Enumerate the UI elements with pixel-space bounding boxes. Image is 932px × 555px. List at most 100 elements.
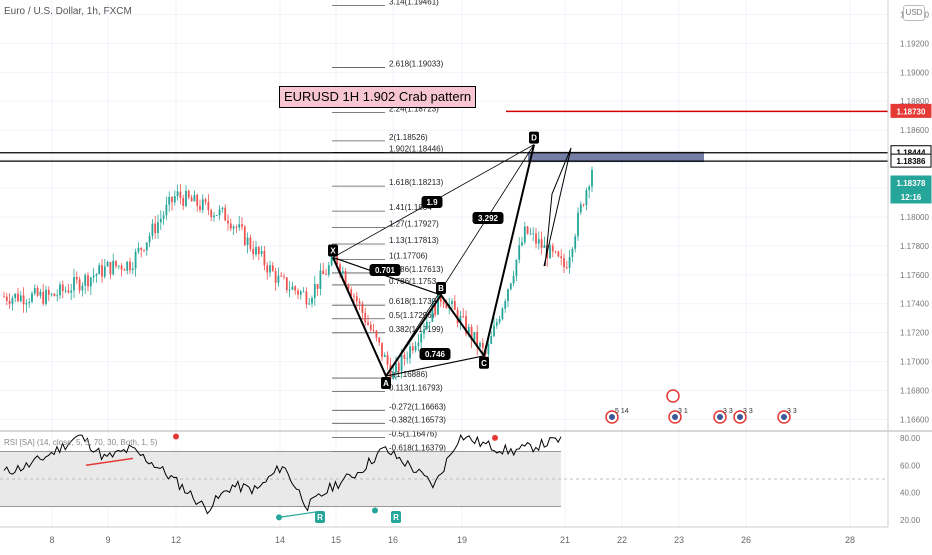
rsi-axis-label: 40.00 (900, 489, 921, 498)
candle (154, 223, 157, 234)
candle (185, 190, 187, 207)
event-count: 3 3 (787, 408, 797, 415)
candle (305, 291, 308, 305)
candle (109, 262, 112, 275)
candle (395, 362, 397, 373)
candle (143, 249, 145, 251)
fib-label: 1.13(1.17813) (389, 236, 439, 245)
candle (392, 372, 395, 380)
candle (255, 246, 257, 255)
candle (568, 256, 571, 268)
time-axis-label: 22 (617, 535, 627, 545)
candle (50, 293, 53, 295)
fib-label: 1.902(1.18446) (389, 144, 444, 153)
candle (271, 265, 274, 272)
candle (33, 288, 36, 294)
candle (103, 266, 106, 277)
candle (355, 296, 358, 302)
candle (266, 265, 269, 273)
pattern-point-box (529, 131, 539, 144)
candle (336, 256, 339, 265)
horizontal-lines[interactable] (0, 110, 888, 162)
candle (479, 342, 481, 347)
candle (182, 198, 185, 207)
time-axis-label: 14 (275, 535, 285, 545)
candle (350, 289, 353, 296)
candle (162, 215, 165, 219)
candle (588, 186, 591, 191)
ratio-box (472, 212, 504, 224)
candle (249, 237, 252, 249)
candle (319, 270, 322, 289)
candle (129, 261, 131, 271)
xb-line (332, 256, 442, 296)
candle (523, 226, 526, 243)
candle (294, 286, 297, 291)
candle (297, 290, 299, 295)
candle (61, 284, 64, 291)
candle (64, 290, 67, 292)
candle (439, 293, 442, 302)
candle (196, 194, 199, 207)
pattern-point-label: D (531, 134, 537, 143)
candle (235, 226, 238, 228)
candle (67, 290, 70, 293)
candle (526, 226, 529, 234)
candle (409, 346, 411, 359)
candle (246, 237, 249, 246)
rsi-marker-label: R (393, 513, 399, 522)
candle (19, 295, 22, 302)
candle (224, 207, 227, 221)
candle (381, 342, 383, 357)
candle (36, 288, 39, 296)
candle (25, 303, 28, 305)
candle (521, 242, 523, 246)
candle (140, 247, 143, 250)
candle (157, 222, 159, 234)
candle (187, 190, 190, 198)
pattern-legs[interactable] (332, 144, 535, 379)
price-axis-label: 1.18600 (900, 126, 929, 135)
fib-label: 0.113(1.16793) (389, 384, 443, 393)
candle (70, 290, 73, 293)
candle (151, 223, 154, 236)
candle (535, 233, 537, 244)
ratio-box (421, 196, 443, 208)
candle (543, 245, 546, 248)
candle (98, 265, 101, 275)
candle (126, 261, 129, 271)
candle (238, 224, 241, 228)
ratio-label: 1.9 (426, 198, 438, 207)
candle (112, 260, 115, 275)
event-count: 3 1 (678, 408, 688, 415)
economic-events[interactable]: 5 14 3 1 3 3 3 3 3 3 (605, 389, 797, 424)
time-axis-label: 28 (845, 535, 855, 545)
candle (28, 301, 31, 304)
price-axis-label: 1.18000 (900, 213, 929, 222)
candle (507, 289, 509, 302)
fib-label: 0.618(1.1739 (389, 297, 437, 306)
candle (173, 196, 176, 203)
candle (115, 260, 117, 267)
signal-dot (492, 434, 498, 441)
candle (551, 245, 554, 252)
candle (347, 284, 350, 290)
candle (540, 239, 543, 248)
candle (39, 291, 42, 296)
candle (414, 345, 417, 351)
candle (397, 362, 400, 372)
candle (229, 223, 232, 229)
price-tag-label: 1.18378 (897, 179, 926, 188)
candle (498, 319, 501, 323)
pattern-title-box[interactable]: EURUSD 1H 1.902 Crab pattern (279, 86, 477, 108)
crab-pattern[interactable]: X A B C D 0.701 0.746 1.9 3.292 (328, 131, 539, 390)
candle (17, 293, 19, 302)
candle (383, 355, 386, 357)
candle (8, 300, 11, 304)
candle (456, 309, 459, 324)
price-tag-label: 1.18444 (897, 149, 926, 158)
currency-badge[interactable]: USD (903, 5, 925, 21)
prz-rectangle[interactable] (528, 151, 704, 163)
prz-zone[interactable] (528, 151, 704, 163)
